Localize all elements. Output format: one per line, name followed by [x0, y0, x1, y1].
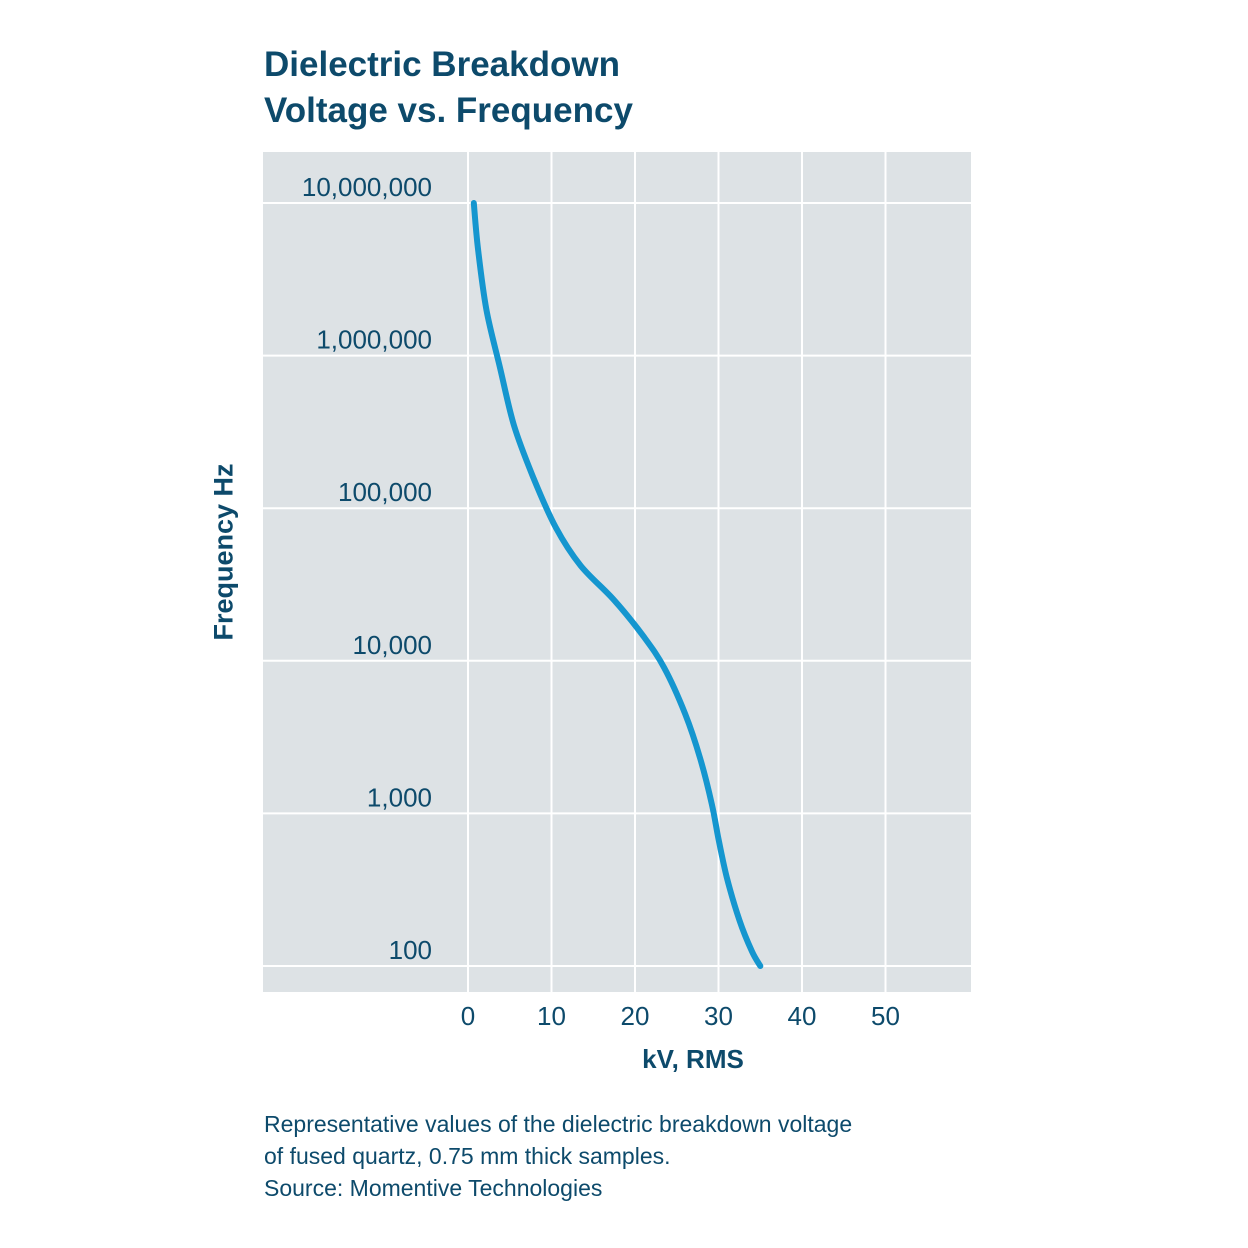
- x-tick-label-2: 20: [621, 1001, 650, 1031]
- horizontal-gridlines: [263, 202, 971, 967]
- chart-title: Dielectric Breakdown Voltage vs. Frequen…: [264, 42, 633, 134]
- y-tick-label-2: 10,000: [352, 630, 432, 660]
- caption-line-1: Representative values of the dielectric …: [264, 1111, 853, 1137]
- x-axis-label: kV, RMS: [642, 1044, 744, 1074]
- caption-line-2: of fused quartz, 0.75 mm thick samples.: [264, 1143, 671, 1169]
- y-tick-label-5: 10,000,000: [302, 172, 432, 202]
- y-tick-labels: 100 1,000 10,000 100,000 1,000,000 10,000,000: [302, 172, 432, 965]
- x-tick-label-3: 30: [704, 1001, 733, 1031]
- y-tick-label-3: 100,000: [338, 477, 432, 507]
- x-tick-label-0: 0: [461, 1001, 475, 1031]
- chart-title-line-2: Voltage vs. Frequency: [264, 91, 633, 130]
- chart-title-line-1: Dielectric Breakdown: [264, 45, 620, 84]
- caption-line-3: Source: Momentive Technologies: [264, 1175, 603, 1201]
- plot-area-background: [263, 152, 971, 992]
- y-axis-label-text: Frequency Hz: [208, 463, 239, 641]
- x-tick-labels: 0 10 20 30 40 50: [461, 1001, 900, 1031]
- x-tick-label-5: 50: [871, 1001, 900, 1031]
- y-tick-label-4: 1,000,000: [316, 325, 432, 355]
- series-line-0: [470, 200, 764, 969]
- y-tick-label-0: 100: [389, 935, 432, 965]
- x-tick-label-4: 40: [788, 1001, 817, 1031]
- chart-caption: Representative values of the dielectric …: [264, 1108, 1164, 1204]
- y-tick-label-1: 1,000: [367, 782, 432, 812]
- series-layer: [470, 200, 764, 969]
- x-tick-label-1: 10: [537, 1001, 566, 1031]
